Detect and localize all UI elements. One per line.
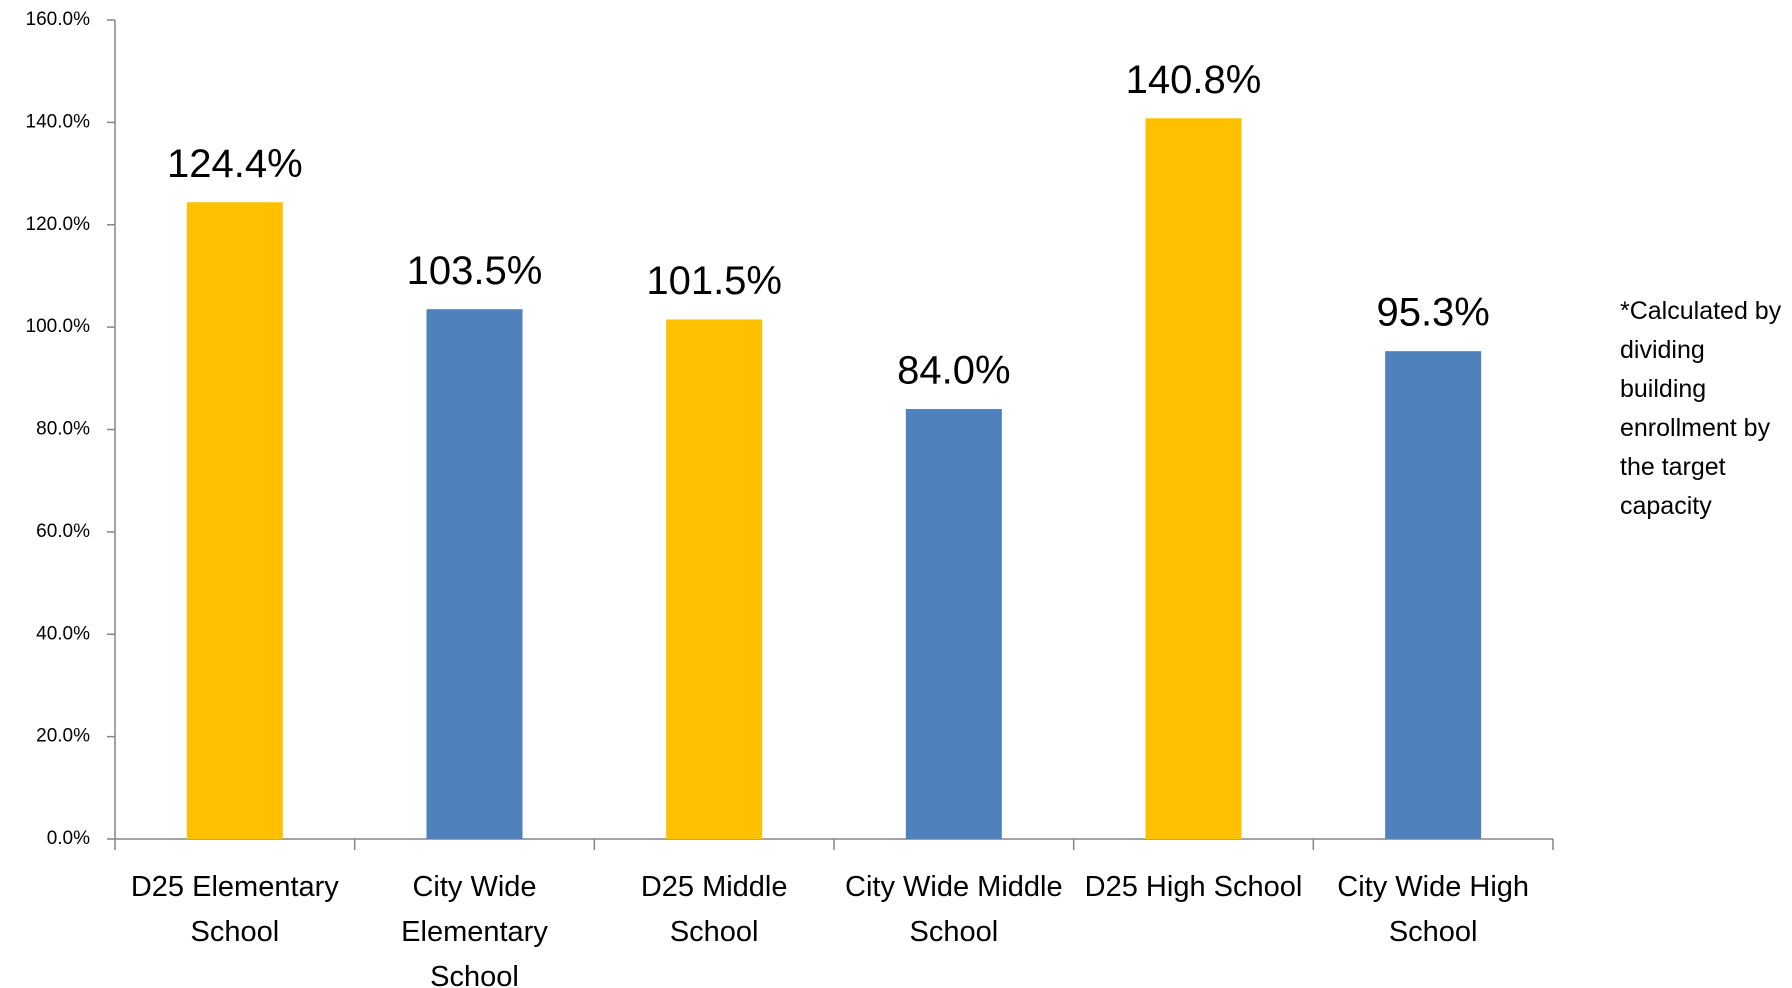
bar xyxy=(1145,118,1242,839)
y-tick-label: 120.0% xyxy=(26,214,91,235)
x-tick-label: D25 High School xyxy=(1084,871,1303,903)
bar xyxy=(1385,351,1482,839)
x-tick-label: City Wide High School xyxy=(1337,871,1530,948)
y-tick-label: 40.0% xyxy=(36,623,90,644)
y-tick-label: 0.0% xyxy=(47,828,90,849)
data-label: 103.5% xyxy=(407,249,543,293)
data-label: 140.8% xyxy=(1126,58,1262,102)
data-label: 101.5% xyxy=(646,259,782,303)
y-tick-label: 160.0% xyxy=(26,9,91,30)
y-tick-label: 140.0% xyxy=(26,111,91,132)
annotation: *Calculated by dividing building enrollm… xyxy=(1620,297,1782,520)
bar xyxy=(905,409,1002,839)
y-tick-label: 20.0% xyxy=(36,726,90,747)
x-tick-label: City Wide Middle School xyxy=(845,871,1063,948)
data-label: 95.3% xyxy=(1376,291,1489,335)
x-tick-label: D25 Elementary School xyxy=(130,871,339,948)
x-tick-label: D25 Middle School xyxy=(640,871,788,948)
bar xyxy=(426,309,523,840)
data-label: 124.4% xyxy=(167,142,303,186)
bar xyxy=(666,319,763,839)
y-tick-label: 60.0% xyxy=(36,521,90,542)
bar xyxy=(186,202,283,840)
data-label: 84.0% xyxy=(897,349,1010,393)
y-tick-label: 100.0% xyxy=(26,316,91,337)
y-tick-label: 80.0% xyxy=(36,419,90,440)
x-tick-label: City Wide Elementary School xyxy=(401,871,548,988)
